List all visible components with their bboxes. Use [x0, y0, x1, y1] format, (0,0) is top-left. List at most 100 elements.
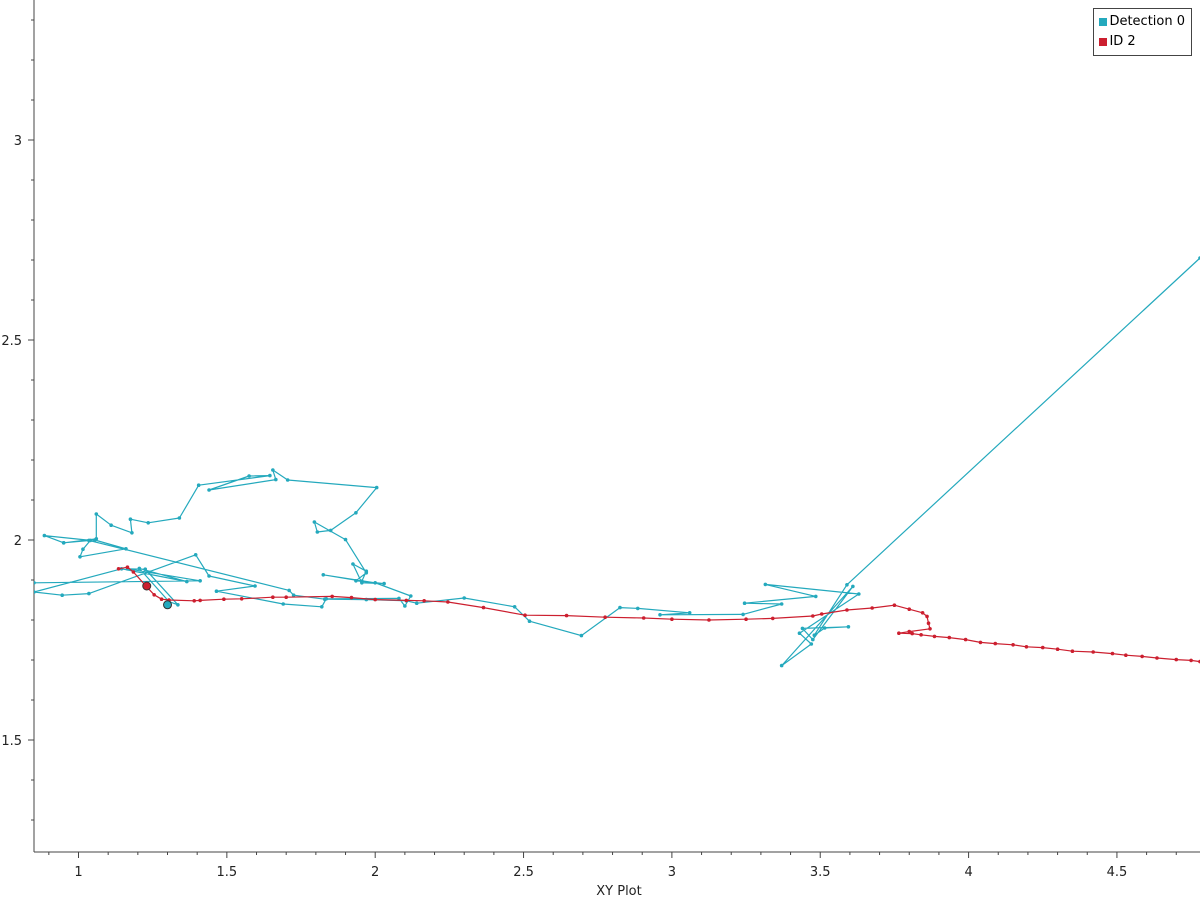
- data-point: [128, 517, 133, 521]
- data-point: [373, 581, 377, 585]
- data-point: [131, 570, 136, 574]
- data-point: [1040, 645, 1045, 650]
- y-tick-label: 2.5: [1, 334, 22, 349]
- data-point: [932, 634, 937, 639]
- data-point: [641, 616, 646, 620]
- x-tick-label: 2: [371, 865, 379, 880]
- data-point: [146, 521, 151, 525]
- data-point: [397, 596, 401, 601]
- data-point: [284, 595, 288, 599]
- data-point: [892, 603, 897, 607]
- data-point: [920, 611, 925, 615]
- data-point: [897, 631, 901, 635]
- data-point: [635, 606, 640, 611]
- data-point: [845, 583, 849, 587]
- data-point: [851, 584, 855, 589]
- data-point: [800, 626, 805, 631]
- data-point: [1055, 647, 1060, 651]
- series-id: [116, 565, 1200, 664]
- data-point: [845, 608, 849, 612]
- data-point: [176, 603, 180, 607]
- data-point: [159, 597, 164, 601]
- data-point: [198, 579, 202, 583]
- legend-swatch-id: [1099, 38, 1108, 46]
- legend-item-id: ID 2: [1099, 32, 1185, 52]
- data-point: [919, 633, 923, 637]
- data-point: [354, 579, 358, 583]
- data-point: [271, 468, 275, 472]
- data-point: [343, 537, 348, 542]
- legend: Detection 0 ID 2: [1093, 8, 1192, 56]
- data-point: [819, 612, 824, 616]
- data-point: [1091, 650, 1095, 654]
- data-point: [993, 641, 998, 646]
- data-point: [422, 599, 426, 603]
- data-point: [271, 595, 275, 599]
- data-point: [287, 588, 291, 593]
- data-point: [1024, 645, 1029, 649]
- data-point: [315, 530, 320, 534]
- data-point: [925, 614, 929, 619]
- data-point: [78, 555, 82, 559]
- y-tick-label: 1.5: [1, 734, 22, 749]
- data-point: [94, 512, 99, 516]
- data-point: [978, 640, 983, 645]
- data-point: [125, 565, 130, 569]
- data-point: [207, 488, 211, 492]
- data-point: [907, 607, 912, 611]
- data-point: [143, 567, 148, 571]
- data-point: [349, 595, 354, 600]
- legend-label-detection: Detection 0: [1109, 14, 1185, 29]
- data-point: [124, 547, 128, 551]
- data-point: [1155, 656, 1159, 660]
- data-point: [744, 617, 748, 621]
- data-point: [770, 616, 775, 621]
- data-point: [351, 562, 355, 566]
- data-point: [809, 642, 814, 646]
- data-point: [61, 541, 66, 545]
- data-point: [214, 589, 219, 593]
- current-position-marker: [163, 600, 173, 610]
- data-point: [926, 621, 931, 625]
- data-point: [81, 547, 85, 551]
- x-ticks: 1 1.5 2 2.5 3 3.5 4 4.5: [48, 852, 1177, 880]
- data-point: [354, 511, 358, 515]
- data-point: [291, 593, 296, 597]
- data-point: [60, 593, 64, 597]
- data-point: [797, 631, 802, 635]
- data-point: [603, 615, 607, 619]
- y-ticks: 1.5 2 2.5 3: [1, 19, 34, 821]
- data-point: [184, 579, 189, 584]
- data-point: [328, 528, 333, 533]
- data-point: [527, 619, 532, 623]
- plot-series: [34, 256, 1200, 668]
- data-point: [481, 605, 486, 610]
- series-line-id: [118, 566, 1200, 663]
- data-point: [947, 635, 952, 640]
- data-point: [281, 602, 286, 606]
- legend-item-detection: Detection 0: [1099, 12, 1185, 32]
- data-point: [1011, 643, 1015, 647]
- current-position-marker: [142, 581, 152, 591]
- data-point: [198, 598, 202, 603]
- data-point: [403, 604, 407, 608]
- data-point: [822, 626, 827, 630]
- data-point: [811, 614, 815, 618]
- data-point: [247, 474, 251, 478]
- y-tick-label: 3: [14, 134, 22, 149]
- x-tick-label: 4.5: [1107, 865, 1128, 880]
- legend-swatch-detection: [1099, 18, 1108, 26]
- data-point: [910, 631, 915, 636]
- data-point: [207, 574, 211, 578]
- x-tick-label: 3: [668, 865, 676, 880]
- data-point: [137, 566, 142, 571]
- data-point: [253, 584, 257, 588]
- data-point: [152, 593, 156, 597]
- data-point: [446, 600, 450, 604]
- x-tick-label: 1.5: [217, 865, 238, 880]
- data-point: [707, 618, 711, 622]
- data-point: [312, 520, 317, 524]
- data-point: [1070, 649, 1075, 653]
- data-point: [34, 581, 36, 585]
- y-tick-label: 2: [14, 534, 22, 549]
